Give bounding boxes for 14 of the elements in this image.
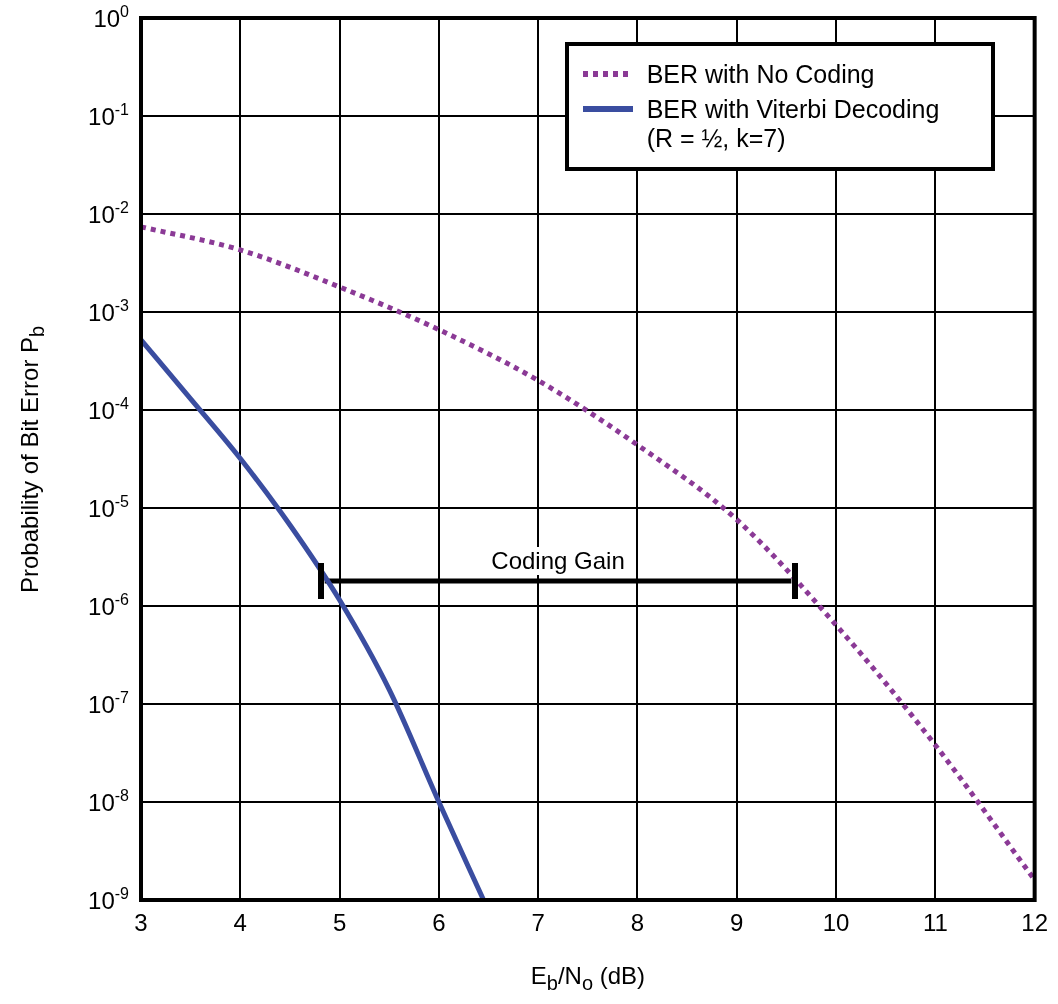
x-tick-label: 11 xyxy=(922,909,948,937)
x-tick-label: 9 xyxy=(730,909,744,937)
legend-label: BER with Viterbi Decoding (R = ½, k=7) xyxy=(646,95,941,153)
x-tick-label: 3 xyxy=(134,909,148,937)
x-tick-label: 6 xyxy=(432,909,446,937)
x-axis-title: E$_{b}$/N$_{o}$ (dB) xyxy=(530,962,646,995)
x-tick-label: 10 xyxy=(822,909,850,937)
x-tick-label: 8 xyxy=(630,909,645,937)
x-tick-label: 4 xyxy=(233,909,247,937)
x-tick-label: 5 xyxy=(332,909,347,937)
x-tick-label: 7 xyxy=(531,909,545,937)
x-tick-label: 12 xyxy=(1021,909,1048,937)
legend-label: BER with No Coding xyxy=(646,60,876,89)
annotation: Coding Gain xyxy=(489,546,627,575)
